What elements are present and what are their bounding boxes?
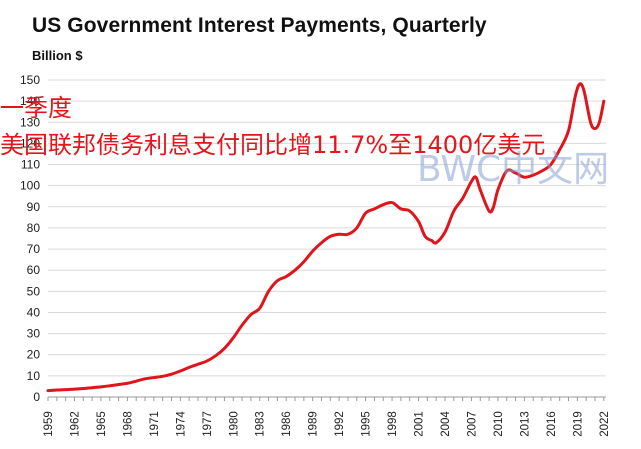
x-tick-label: 2010: [493, 411, 505, 437]
y-tick-label: 20: [27, 348, 41, 362]
x-tick-label: 1968: [122, 411, 134, 437]
y-tick-label: 60: [27, 263, 41, 277]
x-tick-label: 2019: [572, 411, 584, 437]
x-tick-label: 1995: [361, 411, 373, 437]
x-tick-label: 1983: [255, 411, 267, 437]
x-tick-label: 2013: [519, 411, 531, 437]
y-tick-label: 140: [20, 94, 40, 108]
x-tick-label: 2022: [599, 411, 611, 437]
y-tick-label: 110: [21, 158, 40, 172]
x-tick-label: 1992: [334, 411, 346, 437]
x-tick-label: 1998: [387, 411, 399, 437]
x-axis-ticks: 1959 1962 1965 1968 1971 1974 1977 1980 1983 1986…: [43, 396, 611, 437]
x-tick-label: 1962: [69, 411, 81, 437]
x-tick-label: 1980: [228, 411, 240, 437]
y-axis-unit-label: Billion $: [32, 48, 83, 63]
y-tick-label: 80: [27, 221, 41, 235]
y-tick-label: 70: [27, 242, 41, 256]
y-tick-label: 130: [20, 115, 40, 129]
x-tick-label: 2007: [466, 411, 478, 437]
gridlines: [48, 79, 606, 398]
y-tick-label: 30: [27, 327, 41, 341]
y-axis-ticks: 0 10 20 30 40 50 60 70 80 90 100 110 120 130 140 150: [20, 73, 40, 404]
y-tick-label: 100: [20, 179, 40, 193]
overlay-caption-line2: 美国联邦债务利息支付同比增11.7%至1400亿美元: [0, 131, 546, 159]
x-tick-label: 1986: [281, 411, 293, 437]
y-tick-label: 120: [20, 136, 40, 150]
y-tick-label: 0: [33, 390, 40, 404]
x-tick-label: 1989: [308, 411, 320, 437]
y-tick-label: 10: [27, 369, 41, 383]
y-tick-label: 150: [20, 73, 40, 87]
y-tick-label: 50: [27, 284, 41, 298]
x-tick-label: 1971: [149, 411, 161, 437]
x-tick-label: 2004: [440, 411, 452, 437]
x-tick-label: 1977: [202, 411, 214, 437]
y-tick-label: 40: [27, 305, 41, 319]
overlay-caption-line1: 一季度: [0, 94, 72, 122]
x-tick-label: 1965: [96, 411, 108, 437]
y-tick-label: 90: [27, 200, 41, 214]
interest-payments-line: [46, 82, 606, 393]
x-tick-label: 1959: [43, 411, 55, 437]
x-tick-label: 1974: [175, 411, 187, 437]
chart-title: US Government Interest Payments, Quarter…: [32, 14, 487, 37]
x-tick-label: 2001: [414, 411, 426, 437]
x-tick-label: 2016: [546, 411, 558, 437]
watermark: BWC中文网: [417, 149, 610, 190]
